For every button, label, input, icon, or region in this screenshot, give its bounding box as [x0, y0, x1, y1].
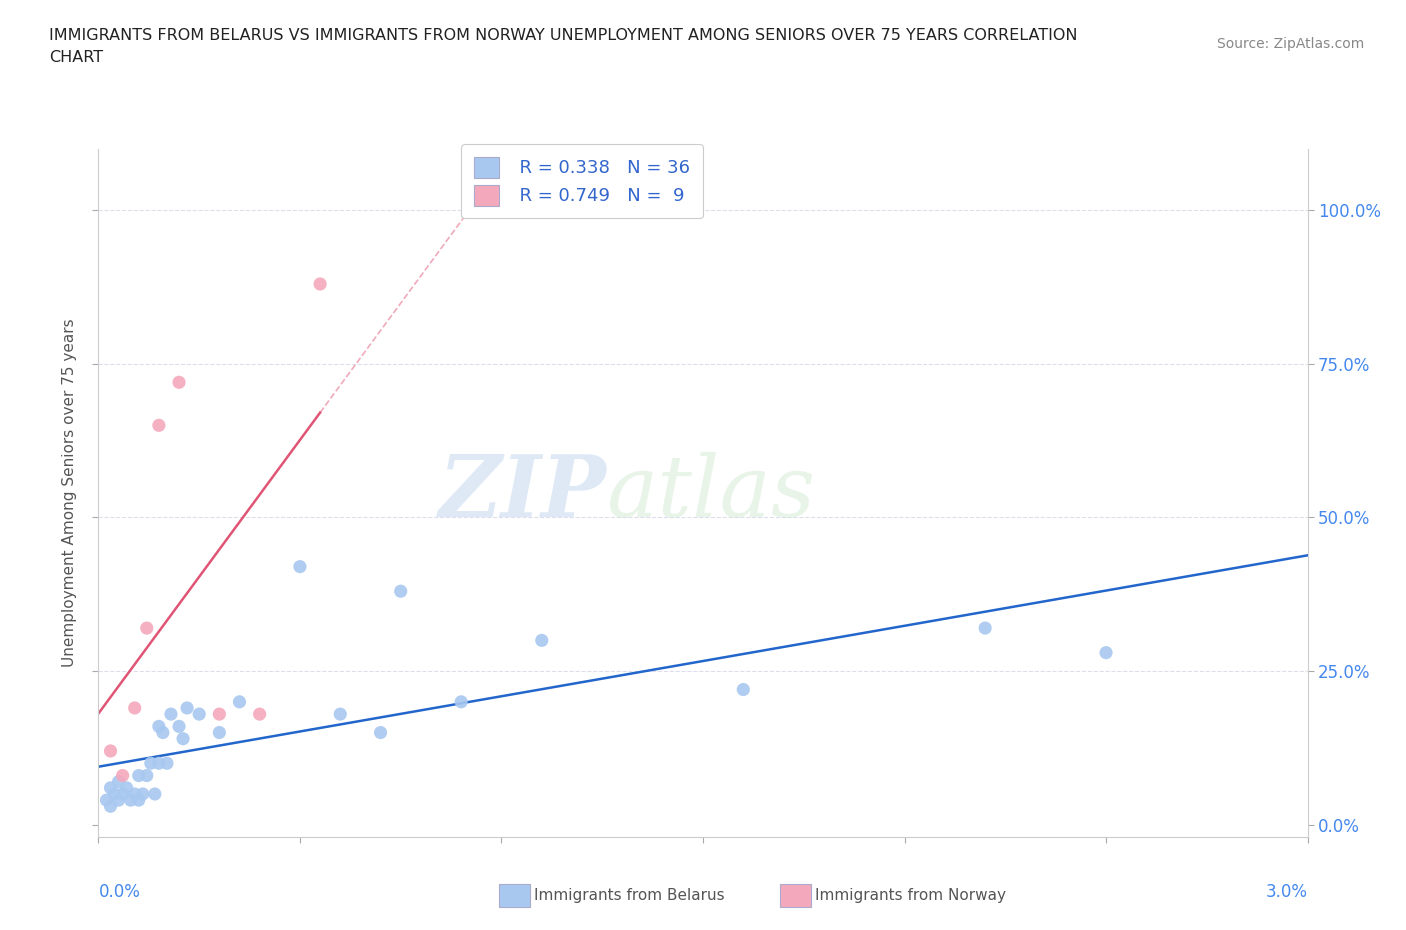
Point	[1095, 645, 1118, 660]
Point	[139, 756, 162, 771]
Point	[135, 768, 157, 783]
Point	[389, 584, 412, 599]
Point	[96, 792, 118, 807]
Text: 0.0%: 0.0%	[98, 884, 141, 901]
Text: Immigrants from Belarus: Immigrants from Belarus	[534, 888, 725, 903]
Point	[288, 559, 311, 574]
Point	[152, 725, 174, 740]
Point	[100, 799, 122, 814]
Point	[733, 682, 755, 697]
Point	[128, 768, 150, 783]
Point	[120, 792, 142, 807]
Text: 3.0%: 3.0%	[1265, 884, 1308, 901]
Point	[100, 780, 122, 795]
Point	[107, 792, 129, 807]
Text: atlas: atlas	[606, 452, 815, 534]
Point	[530, 633, 553, 648]
Point	[167, 719, 190, 734]
Point	[115, 780, 138, 795]
Point	[148, 418, 170, 432]
Text: IMMIGRANTS FROM BELARUS VS IMMIGRANTS FROM NORWAY UNEMPLOYMENT AMONG SENIORS OVE: IMMIGRANTS FROM BELARUS VS IMMIGRANTS FR…	[49, 28, 1078, 65]
Text: Source: ZipAtlas.com: Source: ZipAtlas.com	[1216, 37, 1364, 51]
Point	[100, 744, 122, 759]
Point	[329, 707, 352, 722]
Point	[111, 768, 134, 783]
Point	[103, 787, 125, 802]
Point	[111, 787, 134, 802]
Point	[228, 695, 250, 710]
Point	[148, 719, 170, 734]
Text: ZIP: ZIP	[439, 451, 606, 535]
Text: Immigrants from Norway: Immigrants from Norway	[815, 888, 1007, 903]
Point	[167, 375, 190, 390]
Point	[132, 787, 155, 802]
Point	[124, 700, 146, 715]
Point	[172, 731, 194, 746]
Point	[160, 707, 183, 722]
Point	[208, 707, 231, 722]
Legend:   R = 0.338   N = 36,   R = 0.749   N =  9: R = 0.338 N = 36, R = 0.749 N = 9	[461, 144, 703, 219]
Point	[450, 695, 472, 710]
Point	[176, 700, 198, 715]
Point	[135, 620, 157, 635]
Point	[208, 725, 231, 740]
Point	[370, 725, 392, 740]
Point	[107, 775, 129, 790]
Y-axis label: Unemployment Among Seniors over 75 years: Unemployment Among Seniors over 75 years	[62, 319, 77, 667]
Point	[124, 787, 146, 802]
Point	[143, 787, 166, 802]
Point	[128, 792, 150, 807]
Point	[148, 756, 170, 771]
Point	[309, 276, 332, 291]
Point	[188, 707, 211, 722]
Point	[974, 620, 997, 635]
Point	[156, 756, 179, 771]
Point	[249, 707, 271, 722]
